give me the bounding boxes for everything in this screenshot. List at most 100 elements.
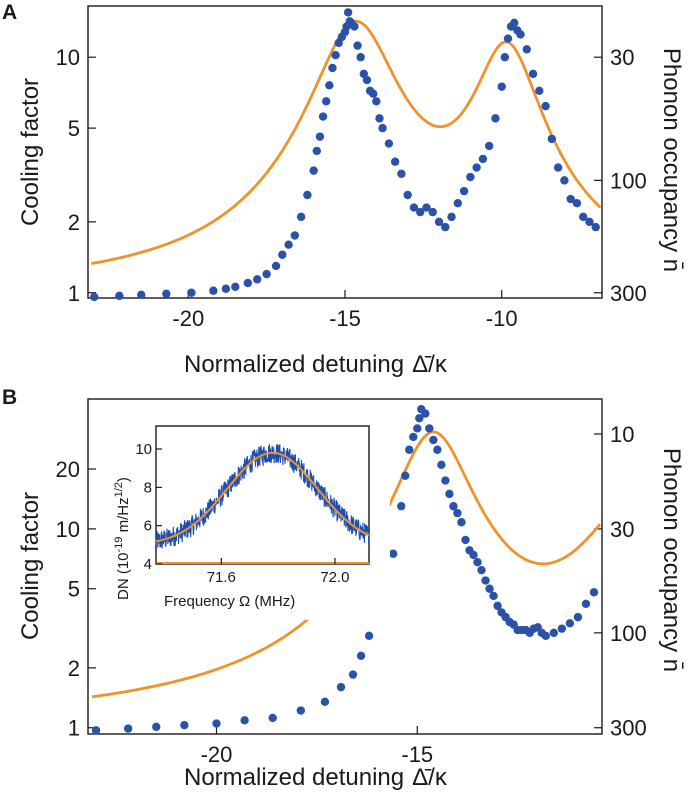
data-point: [503, 34, 513, 43]
data-point: [162, 289, 171, 298]
inset-ylabel-tail: m/Hz: [115, 497, 132, 536]
data-point: [350, 22, 359, 31]
data-point: [271, 261, 281, 271]
inset-ylabel-exp2: 1/2: [113, 482, 125, 497]
data-point: [437, 460, 446, 470]
inset-noise-group: [155, 444, 370, 549]
panel-a-y-axis-right: 30 100 300: [594, 45, 647, 306]
inset-ytick-label: 8: [144, 479, 152, 496]
data-point: [422, 203, 431, 212]
inset-ytick-label: 10: [135, 441, 152, 458]
data-point: [497, 82, 506, 91]
data-point: [484, 141, 494, 151]
data-point: [585, 217, 594, 227]
data-point: [137, 290, 146, 300]
data-point: [369, 89, 378, 98]
data-point: [312, 146, 321, 156]
data-point: [553, 163, 563, 172]
data-point: [549, 628, 559, 638]
panel-a-fit-group: [90, 19, 602, 265]
panel-b-x-axis: -20 -15: [201, 726, 433, 767]
data-point: [469, 550, 478, 560]
ytick-label: 10: [56, 45, 80, 70]
panel-b-frame: [87, 398, 603, 735]
data-point: [378, 123, 387, 133]
ytick-right-label: 10: [610, 422, 634, 447]
inset-fit-curve: [155, 451, 370, 543]
data-point: [566, 194, 575, 204]
inset-x-axis: 71.6 72.0: [207, 558, 350, 586]
data-point: [390, 157, 400, 166]
panel-b-y-axis: 1 2 5 10 20: [56, 457, 96, 741]
data-point: [397, 502, 406, 511]
panel-label-a: A: [2, 1, 17, 24]
ytick-label: 20: [56, 457, 80, 482]
ytick-label: 10: [56, 517, 80, 542]
data-point: [441, 476, 450, 485]
data-point: [401, 471, 410, 480]
panel-b-chart: 1 2 5 10 20 10 30 100 300 -20 -15 Cooling factor…: [17, 398, 685, 791]
data-point: [481, 576, 490, 585]
data-point: [581, 599, 591, 608]
xtick-label: -20: [172, 306, 204, 331]
xtick-label: -10: [486, 306, 518, 331]
data-point: [447, 212, 456, 222]
inset-xlabel: Frequency Ω (MHz): [164, 593, 295, 610]
data-point: [375, 114, 384, 123]
ytick-right-label: 300: [610, 281, 647, 306]
data-point: [243, 278, 253, 288]
data-point: [457, 518, 466, 527]
data-point: [212, 719, 221, 728]
data-point: [522, 45, 531, 54]
data-point: [359, 69, 368, 79]
inset-fit-group: [155, 451, 370, 565]
data-point: [152, 722, 161, 732]
ytick-right-label: 30: [610, 45, 634, 70]
data-point: [453, 199, 463, 208]
panel-b-y-axis-right: 10 30 100 300: [594, 422, 647, 741]
data-point: [541, 101, 550, 111]
panel-b-ylabel-right: Phonon occupancy n̄: [658, 448, 685, 672]
data-point: [472, 163, 481, 172]
data-point: [413, 424, 422, 433]
data-point: [290, 231, 300, 240]
data-point: [90, 292, 99, 302]
data-point: [325, 81, 334, 90]
data-point: [434, 217, 444, 227]
data-point: [209, 286, 218, 295]
data-point: [322, 97, 331, 106]
data-point: [388, 549, 398, 558]
xtick-label: -15: [401, 742, 433, 767]
inset-ylabel-unit: (10: [115, 552, 132, 574]
inset-ylabel: DN (10-19 m/Hz1/2): [113, 477, 132, 600]
data-point: [296, 706, 306, 715]
data-point: [409, 432, 418, 442]
data-point: [572, 199, 582, 208]
data-point: [362, 75, 372, 85]
data-point: [516, 30, 525, 39]
ytick-label: 1: [68, 281, 80, 306]
data-point: [315, 132, 325, 141]
panel-b-ylabel: Cooling factor: [17, 492, 44, 640]
data-point: [231, 282, 240, 291]
fit-curve: [90, 19, 602, 265]
data-point: [491, 114, 500, 123]
data-point: [353, 41, 362, 50]
panel-b-xlabel-text: Normalized detuning: [184, 764, 404, 791]
data-point: [449, 502, 458, 511]
data-point: [115, 291, 124, 301]
data-point: [557, 624, 567, 633]
data-point: [343, 8, 353, 17]
data-point: [493, 601, 502, 611]
data-point: [445, 489, 454, 499]
data-point: [91, 726, 101, 735]
panel-a-xlabel: Normalized detuning Δ̄/κ: [184, 351, 448, 378]
data-point: [262, 269, 271, 279]
panel-label-b: B: [2, 386, 17, 409]
data-point: [180, 720, 189, 730]
ytick-label: 5: [68, 577, 80, 602]
data-point: [123, 724, 133, 733]
inset-y-axis: 4 6 8 10: [135, 441, 162, 573]
inset-ytick-label: 6: [144, 518, 152, 535]
data-point: [429, 435, 438, 445]
